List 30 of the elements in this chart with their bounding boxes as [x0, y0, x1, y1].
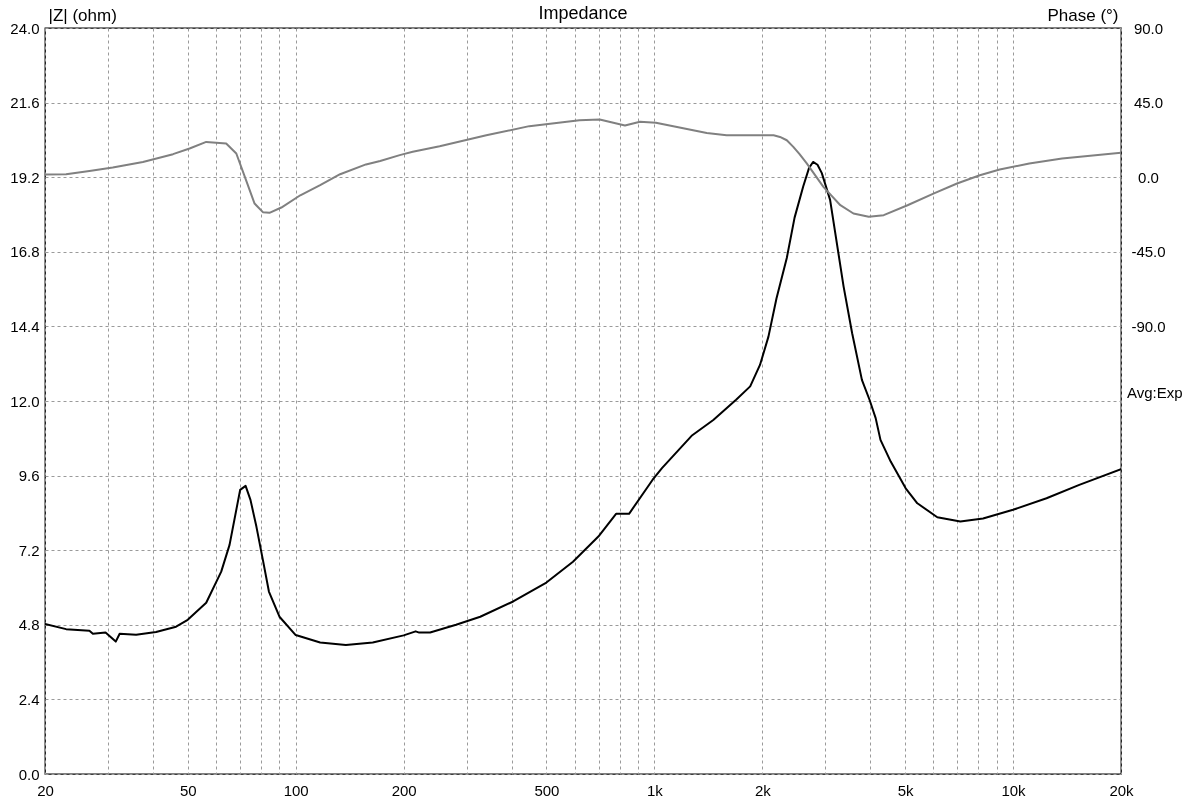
y2-tick-label: 90.0 — [1133, 19, 1164, 37]
x-tick-label: 1k — [646, 781, 664, 799]
x-tick-label: 50 — [179, 781, 197, 799]
x-tick-label: 5k — [897, 781, 914, 799]
y-tick-label: 24.0 — [10, 19, 40, 37]
y-tick-label: 7.2 — [18, 541, 40, 559]
y-tick-label: 16.8 — [10, 243, 40, 261]
x-tick-label: 20k — [1109, 781, 1135, 799]
y-tick-label: 14.4 — [10, 317, 40, 335]
x-tick-label: 10k — [1001, 781, 1027, 799]
y-tick-label: 2.4 — [18, 690, 40, 708]
x-tick-label: 100 — [283, 781, 309, 799]
x-tick-label: 200 — [391, 781, 417, 799]
y-tick-label: 4.8 — [18, 616, 40, 634]
chart-title: Impedance — [538, 3, 628, 23]
x-tick-label: 20 — [37, 781, 54, 799]
y2-tick-label: -45.0 — [1131, 243, 1166, 261]
y-tick-label: 9.6 — [18, 467, 40, 485]
y2-axis-title: Phase (°) — [1047, 5, 1119, 25]
x-tick-label: 2k — [754, 781, 772, 799]
y2-tick-label: 0.0 — [1138, 168, 1159, 186]
y-tick-label: 0.0 — [18, 765, 40, 783]
y-tick-label: 19.2 — [10, 168, 40, 186]
x-tick-label: 500 — [534, 781, 560, 799]
y-axis-title: |Z| (ohm) — [48, 5, 117, 25]
y-tick-label: 12.0 — [10, 392, 40, 410]
y2-tick-label: -90.0 — [1131, 317, 1166, 335]
text: Avg:Exp — [1127, 384, 1183, 401]
y-tick-label: 21.6 — [10, 94, 40, 112]
y2-tick-label: 45.0 — [1133, 94, 1164, 112]
